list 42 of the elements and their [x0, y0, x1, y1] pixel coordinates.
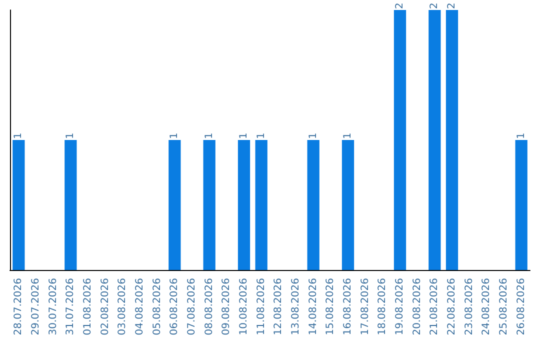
x-tick-label: 07.08.2026: [186, 278, 198, 336]
x-tick-label: 13.08.2026: [290, 278, 302, 336]
x-tick-label: 06.08.2026: [169, 278, 180, 336]
x-tick-label: 03.08.2026: [117, 278, 128, 336]
data-label: 1: [204, 132, 215, 139]
data-label: 1: [342, 132, 354, 139]
x-tick-label: 15.08.2026: [325, 278, 336, 336]
x-tick-label: 09.08.2026: [221, 278, 232, 336]
x-tick-label: 01.08.2026: [82, 278, 94, 336]
data-label: 1: [65, 132, 76, 139]
x-tick-label: 20.08.2026: [412, 278, 423, 336]
data-label: 1: [238, 132, 250, 139]
x-tick-label: 05.08.2026: [152, 278, 163, 336]
x-tick-label: 18.08.2026: [377, 278, 388, 336]
x-tick-label: 29.07.2026: [30, 278, 42, 336]
x-tick-label: 22.08.2026: [446, 278, 458, 336]
x-tick-label: 21.08.2026: [429, 278, 440, 336]
x-tick-label: 17.08.2026: [360, 278, 371, 336]
x-tick-label: 11.08.2026: [256, 278, 267, 336]
data-label: 1: [516, 132, 527, 139]
data-label: 2: [446, 2, 458, 9]
x-tick-label: 25.08.2026: [498, 278, 510, 336]
data-label: 2: [394, 2, 406, 9]
x-tick-label: 14.08.2026: [308, 278, 319, 336]
x-tick-label: 10.08.2026: [238, 278, 250, 336]
x-tick-label: 30.07.2026: [48, 278, 59, 336]
x-tick-label: 26.08.2026: [516, 278, 527, 336]
x-tick-label: 02.08.2026: [100, 278, 111, 336]
data-label: 1: [256, 132, 267, 139]
data-label: 1: [13, 132, 24, 139]
data-label: 2: [429, 2, 440, 9]
data-label: 1: [169, 132, 180, 139]
x-tick-label: 19.08.2026: [394, 278, 406, 336]
data-label: 1: [308, 132, 319, 139]
x-tick-label: 16.08.2026: [342, 278, 354, 336]
x-tick-label: 31.07.2026: [65, 278, 76, 336]
x-tick-label: 24.08.2026: [481, 278, 492, 336]
x-tick-label: 04.08.2026: [134, 278, 146, 336]
x-tick-label: 12.08.2026: [273, 278, 284, 336]
x-tick-label: 23.08.2026: [464, 278, 475, 336]
x-tick-label: 28.07.2026: [13, 278, 24, 336]
x-tick-label: 08.08.2026: [204, 278, 215, 336]
